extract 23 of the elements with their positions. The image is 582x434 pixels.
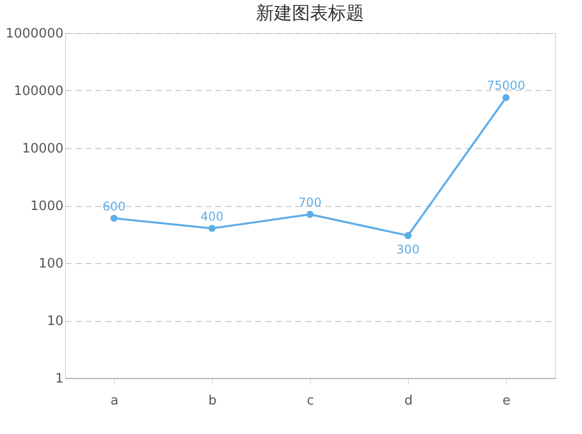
point bbox=[110, 214, 118, 222]
data-label: 75000 bbox=[486, 78, 526, 93]
x-tick-label: a bbox=[110, 394, 118, 408]
chart-title: 新建图表标题 bbox=[256, 3, 364, 24]
x-tick-label: d bbox=[404, 394, 413, 408]
data-label: 300 bbox=[396, 242, 420, 257]
y-tick-label: 1000000 bbox=[6, 26, 64, 42]
data-label: 600 bbox=[102, 199, 126, 214]
x-tick-label: b bbox=[208, 394, 217, 408]
point bbox=[502, 94, 510, 102]
x-tick-label: c bbox=[306, 394, 314, 408]
y-tick-label: 1 bbox=[55, 372, 64, 386]
point bbox=[404, 232, 412, 240]
y-tick-label: 100000 bbox=[14, 84, 64, 99]
y-tick-label: 10000 bbox=[22, 142, 64, 156]
y-tick-label: 100 bbox=[38, 256, 64, 272]
data-label: 400 bbox=[200, 209, 224, 224]
y-tick-label: 10 bbox=[46, 314, 64, 329]
y-tick-label: 1000 bbox=[30, 199, 64, 214]
point bbox=[208, 224, 216, 232]
point bbox=[306, 210, 314, 218]
x-tick-label: e bbox=[502, 394, 510, 408]
data-label: 700 bbox=[298, 195, 322, 210]
